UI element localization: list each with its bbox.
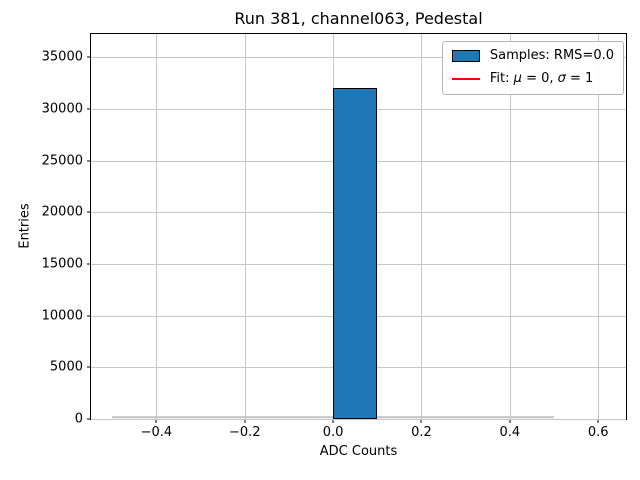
y-tick-mark — [87, 211, 91, 213]
legend-label-fit-sigma: σ — [557, 71, 566, 86]
x-axis-label: ADC Counts — [319, 444, 398, 459]
legend-label-samples: Samples: RMS=0.0 — [489, 48, 614, 63]
legend-label-fit: Fit: μ = 0, σ = 1 — [490, 71, 593, 87]
x-tick-label: 0.4 — [499, 425, 521, 440]
legend-handle-box — [451, 50, 481, 62]
x-tick-mark — [332, 419, 334, 423]
x-tick-mark — [420, 419, 422, 423]
x-gridline — [244, 34, 246, 419]
y-tick-label: 20000 — [41, 204, 83, 220]
x-tick-mark — [509, 419, 511, 423]
x-tick-label: −0.4 — [140, 425, 173, 440]
y-tick-label: 5000 — [49, 359, 83, 375]
x-tick-mark — [244, 419, 246, 423]
y-tick-label: 25000 — [41, 153, 83, 169]
legend-swatch-samples — [451, 50, 480, 62]
x-gridline — [421, 34, 423, 419]
x-tick-label: −0.2 — [228, 425, 261, 440]
chart-title: Run 381, channel063, Pedestal — [234, 9, 483, 28]
y-tick-mark — [87, 160, 91, 162]
y-tick-mark — [87, 366, 91, 368]
y-tick-mark — [87, 108, 91, 110]
y-tick-mark — [87, 418, 91, 420]
legend-label-fit-part: = 0, — [521, 71, 558, 86]
legend: Samples: RMS=0.0 Fit: μ = 0, σ = 1 — [441, 41, 624, 95]
legend-label-fit-part: = 1 — [565, 71, 594, 86]
y-tick-label: 15000 — [41, 256, 83, 272]
x-tick-label: 0.2 — [411, 425, 432, 440]
x-tick-mark — [155, 419, 157, 423]
y-tick-mark — [87, 56, 91, 58]
x-tick-label: 0.0 — [322, 425, 344, 440]
legend-label-fit-mu: μ — [513, 71, 522, 86]
y-gridline — [91, 419, 626, 420]
x-tick-label: 0.6 — [587, 425, 609, 440]
y-axis-label: Entries — [17, 203, 33, 249]
y-tick-label: 35000 — [41, 49, 83, 65]
y-tick-label: 30000 — [41, 101, 83, 117]
legend-item-fit: Fit: μ = 0, σ = 1 — [451, 71, 614, 87]
legend-label-fit-part: Fit: — [489, 71, 514, 86]
y-tick-label: 10000 — [41, 308, 83, 324]
y-tick-label: 0 — [74, 411, 83, 427]
legend-item-samples: Samples: RMS=0.0 — [451, 48, 614, 64]
legend-handle-box — [451, 78, 481, 80]
histogram-bar — [333, 88, 378, 419]
y-gridline — [91, 57, 626, 59]
x-gridline — [156, 34, 158, 419]
x-tick-mark — [597, 419, 599, 423]
y-tick-mark — [87, 263, 91, 265]
y-tick-mark — [87, 315, 91, 317]
x-gridline — [598, 34, 600, 419]
legend-line-fit — [451, 78, 480, 80]
x-gridline — [509, 34, 511, 419]
plot-area: Samples: RMS=0.0 Fit: μ = 0, σ = 1 −0.4 −… — [42, 33, 627, 440]
